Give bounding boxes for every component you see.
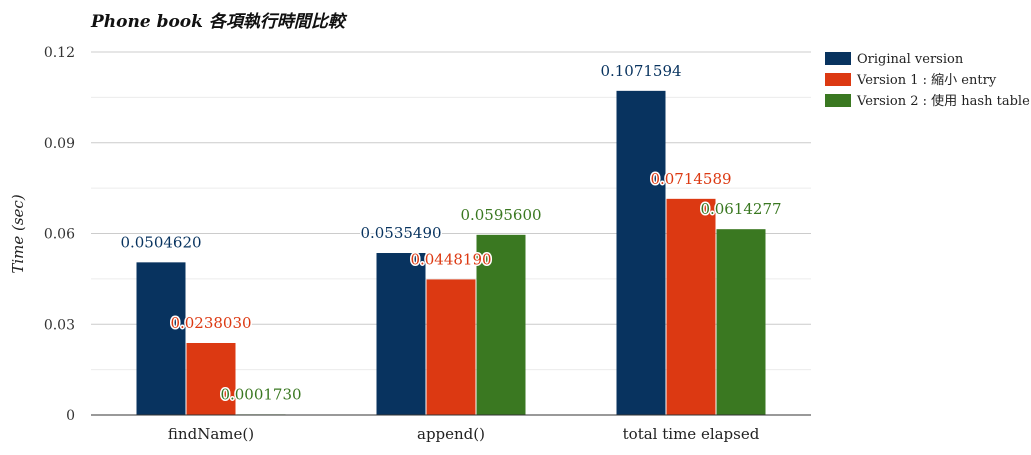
- y-tick-label: 0.09: [44, 136, 75, 152]
- bar: [186, 342, 236, 415]
- legend: Original version Version 1 : 縮小 entry Vers…: [825, 52, 1030, 109]
- data-label: 0.0448190: [410, 250, 491, 268]
- x-tick-label: findName(): [168, 425, 254, 443]
- axes: 0 0.03 0.06 0.09 0.12 findName() append() total…: [44, 45, 811, 443]
- legend-label: Original version: [857, 52, 964, 67]
- legend-swatch: [825, 73, 851, 86]
- y-tick-label: 0.03: [44, 317, 75, 333]
- bar: [666, 198, 716, 415]
- data-label: 0.0614277: [700, 200, 781, 218]
- y-tick-label: 0.06: [44, 227, 75, 243]
- x-tick-label: append(): [417, 425, 485, 443]
- y-tick-label: 0: [66, 408, 75, 424]
- bar: [426, 279, 476, 415]
- bar: [136, 262, 186, 415]
- y-axis-label: Time (sec): [9, 194, 27, 273]
- data-label: 0.1071594: [600, 62, 681, 80]
- legend-label: Version 2 : 使用 hash table: [856, 93, 1030, 109]
- bar: [716, 229, 766, 415]
- data-label: 0.0238030: [170, 314, 251, 332]
- bar: [376, 253, 426, 415]
- y-tick-label: 0.12: [44, 45, 75, 61]
- chart-title: Phone book 各項執行時間比較: [90, 12, 348, 32]
- bar: [616, 90, 666, 416]
- gridlines: [91, 51, 811, 371]
- data-label: 0.0504620: [120, 233, 201, 251]
- legend-swatch: [825, 94, 851, 107]
- legend-label: Version 1 : 縮小 entry: [856, 72, 997, 88]
- data-label: 0.0714589: [650, 170, 731, 188]
- data-label: 0.0001730: [220, 385, 301, 403]
- bars: [136, 90, 766, 416]
- data-labels: 0.0504620 0.0238030 0.0001730 0.0535490 0.04…: [119, 60, 783, 405]
- legend-swatch: [825, 52, 851, 65]
- bar: [476, 234, 526, 415]
- x-tick-label: total time elapsed: [623, 425, 760, 443]
- data-label: 0.0595600: [460, 206, 541, 224]
- data-label: 0.0535490: [360, 224, 441, 242]
